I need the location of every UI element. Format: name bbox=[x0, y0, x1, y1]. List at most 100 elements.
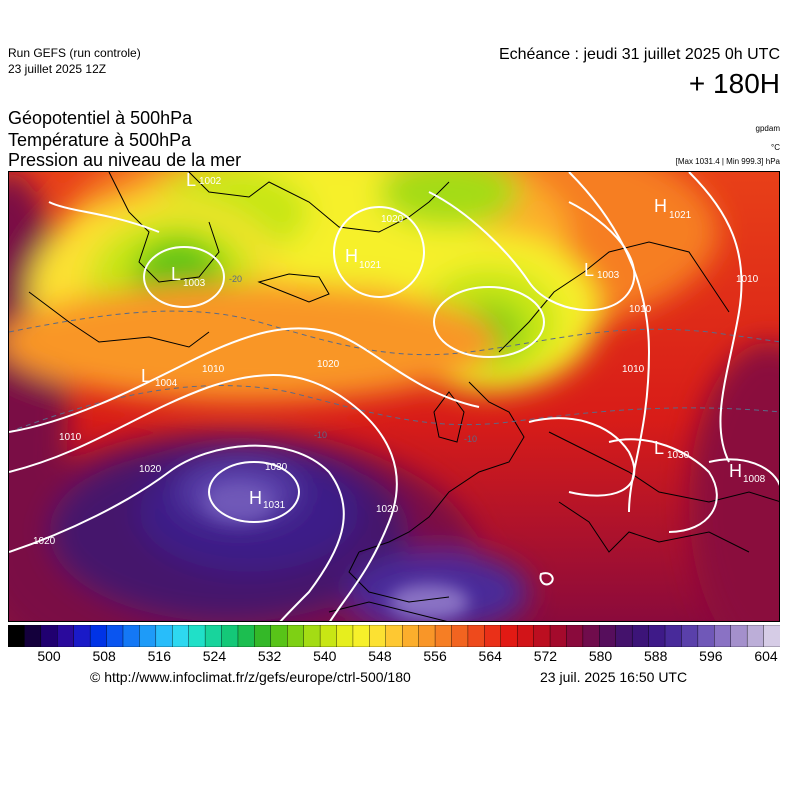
isotherm-label: -10 bbox=[314, 430, 327, 440]
colorbar-swatch bbox=[418, 625, 436, 647]
colorbar-swatch bbox=[451, 625, 469, 647]
pressure-center-symbol: H bbox=[729, 461, 742, 481]
isobar-label: 1020 bbox=[376, 504, 399, 515]
pressure-center-symbol: L bbox=[141, 366, 151, 386]
colorbar-swatch bbox=[89, 625, 108, 647]
isobar-label: 1010 bbox=[629, 304, 652, 315]
iceland-coast bbox=[257, 273, 330, 303]
colorbar-swatch bbox=[582, 625, 601, 647]
colorbar-tick-label: 548 bbox=[368, 648, 392, 664]
colorbar-swatch bbox=[746, 625, 765, 647]
colorbar-swatch bbox=[631, 625, 650, 647]
isobar-label: 1020 bbox=[381, 214, 404, 225]
run-date: 23 juillet 2025 12Z bbox=[8, 62, 107, 76]
colorbar-swatch bbox=[57, 625, 75, 647]
colorbar-swatch bbox=[763, 625, 780, 647]
isobar-label: 1020 bbox=[139, 464, 162, 475]
pressure-center-value: 1021 bbox=[669, 210, 692, 221]
isobar-label: 1030 bbox=[265, 462, 288, 473]
colorbar-swatch bbox=[467, 625, 486, 647]
pressure-center-symbol: L bbox=[186, 172, 196, 190]
colorbar-swatch bbox=[270, 625, 288, 647]
colorbar-tick-labels: 500 508 516 524 532 540 548 556 564 572 580 588 596 6… bbox=[8, 648, 780, 666]
scandinavia-coast bbox=[498, 241, 730, 353]
colorbar-tick-label: 500 bbox=[37, 648, 61, 664]
colorbar-tick-label: 572 bbox=[533, 648, 558, 664]
colorbar-swatch bbox=[172, 625, 190, 647]
colorbar-swatch bbox=[434, 625, 453, 647]
pressure-centers: H 1031 L 1003 L 1004 H 1021 L 1003 H 102… bbox=[141, 172, 766, 511]
isobar-label: 1010 bbox=[736, 274, 759, 285]
pressure-center-value: 1003 bbox=[597, 270, 620, 281]
colorbar-swatch bbox=[303, 625, 321, 647]
colorbar-swatch bbox=[664, 625, 683, 647]
colorbar-swatch bbox=[73, 625, 91, 647]
colorbar-swatch bbox=[237, 625, 256, 647]
colorbar-swatch bbox=[221, 625, 239, 647]
colorbar-swatch bbox=[484, 625, 502, 647]
colorbar-swatch bbox=[615, 625, 633, 647]
colorbar-swatch bbox=[24, 625, 42, 647]
colorbar-tick-label: 524 bbox=[202, 648, 227, 664]
pressure-center-symbol: H bbox=[249, 488, 262, 508]
colorbar-swatch bbox=[714, 625, 732, 647]
pressure-center-symbol: L bbox=[654, 438, 664, 458]
pressure-extremes: [Max 1031.4 | Min 999.3] hPa bbox=[675, 157, 780, 166]
colorbar-swatch bbox=[516, 625, 535, 647]
colorbar-tick-label: 604 bbox=[754, 648, 778, 664]
title-pressure: Pression au niveau de la mer bbox=[8, 150, 242, 170]
colorbar-swatch bbox=[106, 625, 124, 647]
colorbar-swatch bbox=[681, 625, 699, 647]
copyright-url: © http://www.infoclimat.fr/z/gefs/europe… bbox=[90, 669, 411, 685]
colorbar-swatch bbox=[287, 625, 305, 647]
colorbar-swatch bbox=[697, 625, 715, 647]
colorbar-tick-label: 540 bbox=[313, 648, 337, 664]
isotherm-label: -10 bbox=[464, 434, 477, 444]
colorbar-swatch bbox=[204, 625, 223, 647]
colorbar-swatch bbox=[533, 625, 551, 647]
colorbar-swatch bbox=[352, 625, 371, 647]
pressure-center-value: 1030 bbox=[667, 450, 690, 461]
isobar-label: 1020 bbox=[33, 536, 56, 547]
north-africa-coast bbox=[328, 601, 448, 621]
isobar-label: 1010 bbox=[59, 432, 82, 443]
title-temperature: Température à 500hPa bbox=[8, 130, 192, 150]
colorbar-tick-label: 596 bbox=[699, 648, 723, 664]
isobar-label: 1010 bbox=[622, 364, 645, 375]
colorbar bbox=[8, 625, 780, 647]
colorbar-swatch bbox=[254, 625, 272, 647]
coastlines bbox=[28, 172, 779, 621]
isobars bbox=[9, 172, 779, 621]
generated-timestamp: 23 juil. 2025 16:50 UTC bbox=[540, 669, 688, 685]
baffin-coast bbox=[108, 172, 220, 283]
isobar-label: 1010 bbox=[202, 364, 225, 375]
pressure-center-value: 1008 bbox=[743, 474, 766, 485]
lead-time: + 180H bbox=[688, 68, 780, 99]
colorbar-swatch bbox=[566, 625, 584, 647]
colorbar-swatch bbox=[385, 625, 403, 647]
weather-map: H 1031 L 1003 L 1004 H 1021 L 1003 H 102… bbox=[8, 171, 780, 622]
pressure-center-symbol: H bbox=[345, 246, 358, 266]
run-name: Run GEFS (run controle) bbox=[8, 46, 141, 60]
title-geopotential: Géopotentiel à 500hPa bbox=[8, 108, 193, 128]
unit-temperature: °C bbox=[771, 143, 780, 152]
pressure-center-value: 1004 bbox=[155, 378, 178, 389]
colorbar-swatch bbox=[336, 625, 354, 647]
isobar-label: 1020 bbox=[317, 359, 340, 370]
colorbar-swatch bbox=[319, 625, 338, 647]
colorbar-tick-label: 556 bbox=[423, 648, 447, 664]
colorbar-swatch bbox=[139, 625, 157, 647]
colorbar-swatch bbox=[599, 625, 617, 647]
mediterranean-outline bbox=[558, 501, 750, 553]
unit-geopotential: gpdam bbox=[755, 124, 780, 133]
labrador-coast bbox=[28, 291, 210, 348]
colorbar-swatch bbox=[8, 625, 26, 647]
colorbar-tick-label: 564 bbox=[478, 648, 502, 664]
isobar-labels: 1010 1010 1020 1020 1020 1030 1020 1020 … bbox=[33, 214, 759, 547]
pressure-center-value: 1021 bbox=[359, 260, 382, 271]
colorbar-swatch bbox=[730, 625, 748, 647]
colorbar-tick-label: 516 bbox=[147, 648, 171, 664]
colorbar-tick-label: 532 bbox=[257, 648, 282, 664]
isotherm-labels: -10 -10 -20 bbox=[229, 274, 477, 444]
colorbar-tick-label: 588 bbox=[644, 648, 668, 664]
